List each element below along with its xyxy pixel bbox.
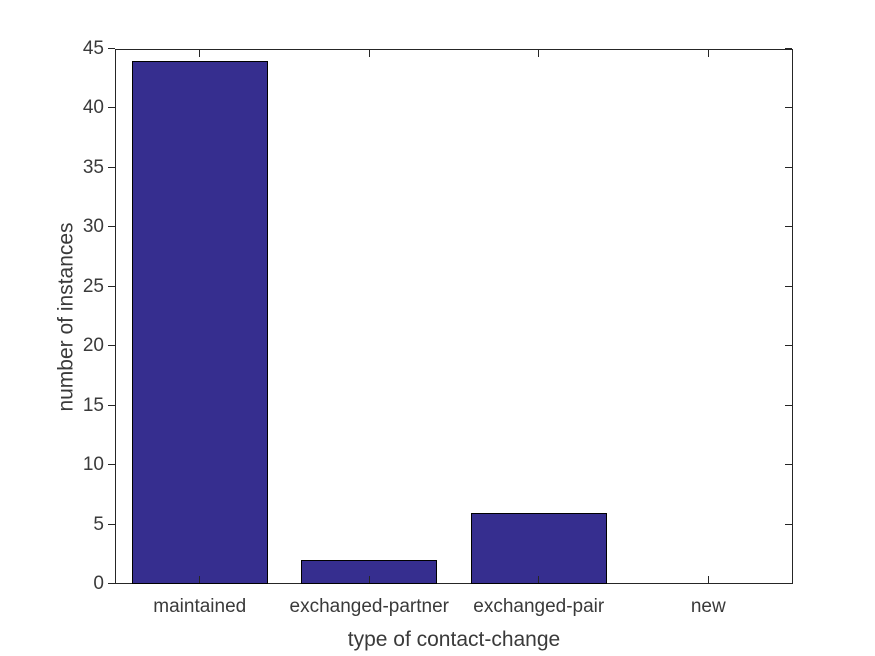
y-tick-label: 10 [82,454,104,476]
x-tick-top [368,50,370,57]
bar-exchanged-pair [470,512,607,584]
y-tick-right [785,345,792,347]
y-tick-label: 40 [82,97,104,119]
y-tick-left [108,583,115,584]
x-tick-label-maintained: maintained [153,596,247,617]
y-tick-right [785,48,792,49]
x-tick-label-new: new [690,596,726,617]
y-tick-label: 20 [82,335,104,357]
y-tick-right [785,107,792,109]
y-tick-right [785,464,792,466]
x-tick-bottom [368,576,370,583]
x-tick-bottom [538,576,540,583]
bar-exchanged-partner [301,560,438,584]
y-tick-label: 5 [93,513,104,535]
y-tick-right [785,226,792,228]
y-tick-left [108,345,115,347]
y-tick-right [785,583,792,584]
y-tick-left [108,166,115,168]
x-tick-label-exchanged-pair: exchanged-pair [473,596,605,617]
x-tick-bottom [707,576,709,583]
y-tick-label: 45 [82,38,104,59]
bar-maintained [131,60,268,584]
y-axis-label: number of instances [54,221,78,412]
y-tick-right [785,404,792,406]
y-tick-left [108,226,115,228]
y-tick-left [108,464,115,466]
x-tick-top [707,50,709,57]
y-tick-label: 15 [82,394,104,416]
x-tick-label-exchanged-partner: exchanged-partner [289,596,450,617]
y-tick-left [108,285,115,287]
y-tick-left [108,107,115,109]
x-tick-top [199,50,201,57]
y-tick-left [108,523,115,525]
y-tick-label: 25 [82,275,104,297]
x-tick-top [538,50,540,57]
x-tick-bottom [199,576,201,583]
y-tick-left [108,48,115,49]
y-tick-right [785,285,792,287]
x-axis-label: type of contact-change [347,628,561,651]
y-tick-label: 35 [82,156,104,178]
y-tick-left [108,404,115,406]
y-tick-label: 30 [82,216,104,238]
y-tick-label: 0 [93,573,104,594]
y-tick-right [785,166,792,168]
y-tick-right [785,523,792,525]
